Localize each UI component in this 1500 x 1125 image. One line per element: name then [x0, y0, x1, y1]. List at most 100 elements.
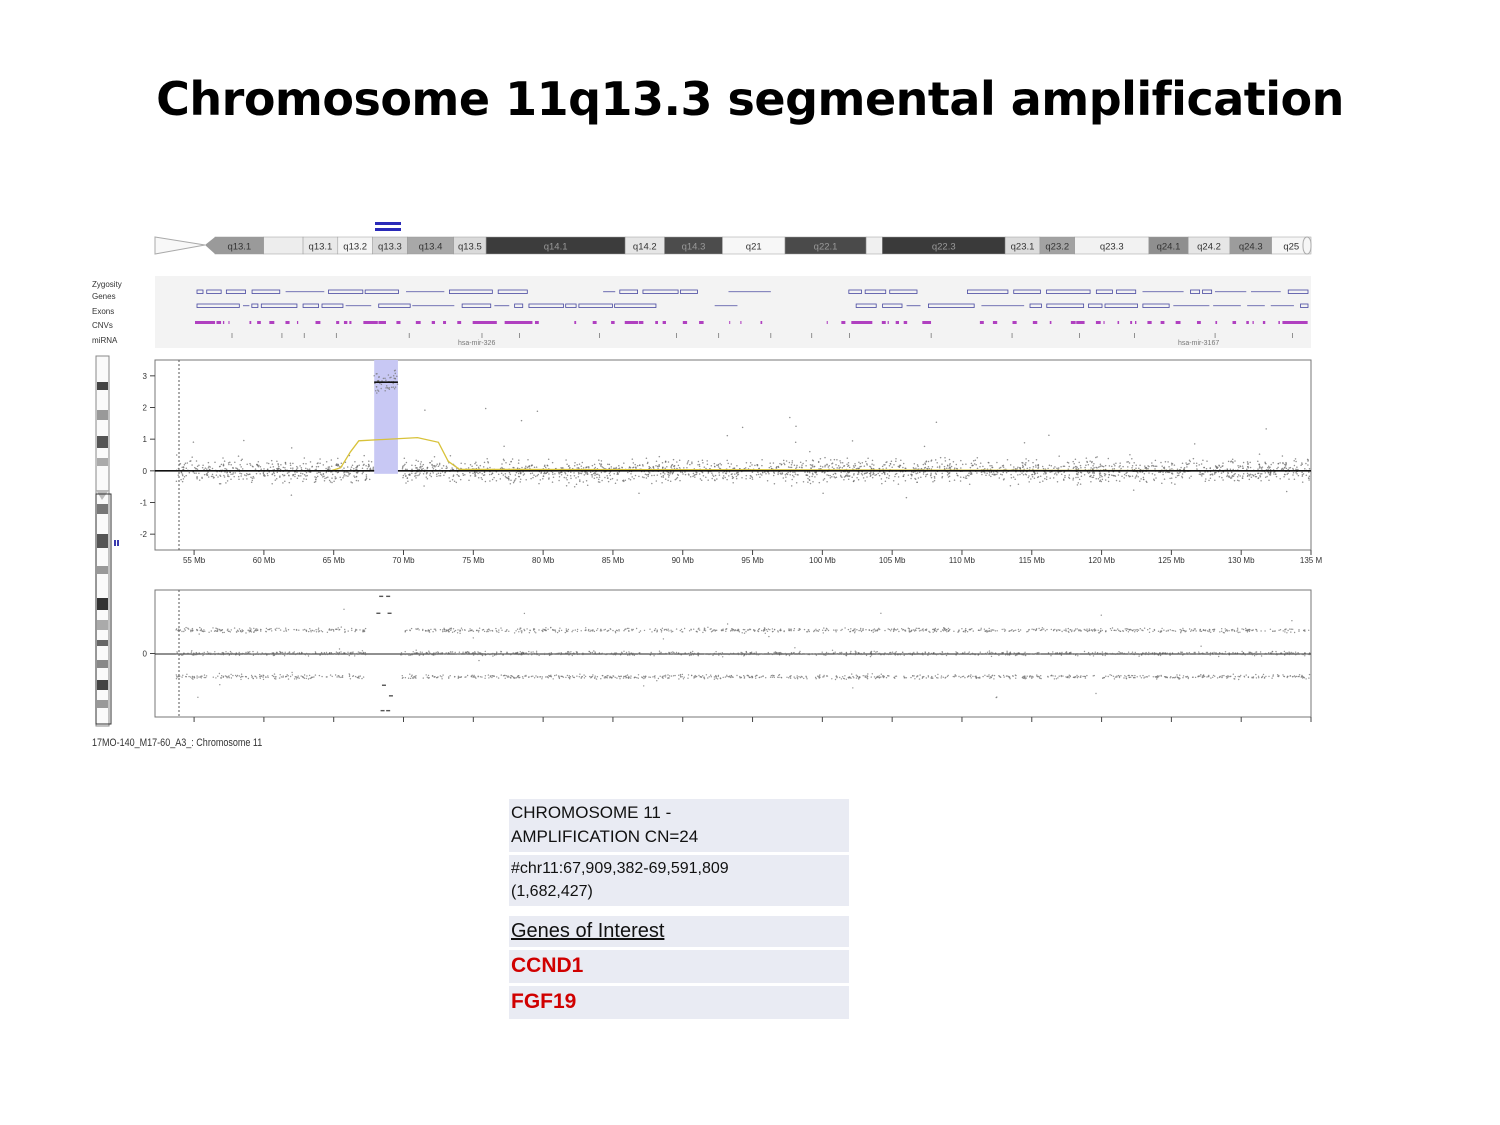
cnv-mark[interactable]: [895, 321, 899, 324]
cnv-mark[interactable]: [249, 321, 252, 324]
cnv-mark[interactable]: [457, 321, 462, 324]
cnv-mark[interactable]: [927, 321, 932, 324]
gene-feature[interactable]: [251, 289, 281, 294]
gene-feature[interactable]: [864, 289, 887, 294]
gene-feature[interactable]: [497, 289, 528, 294]
cnv-mark[interactable]: [1282, 321, 1307, 324]
cnv-mark[interactable]: [1134, 321, 1137, 324]
cnv-mark[interactable]: [826, 321, 828, 324]
gene-feature[interactable]: [225, 289, 246, 294]
gene-feature[interactable]: [619, 289, 638, 294]
cnv-mark[interactable]: [881, 321, 886, 324]
cnv-mark[interactable]: [285, 321, 290, 324]
gene-feature[interactable]: [196, 303, 240, 308]
cnv-mark[interactable]: [1012, 321, 1017, 324]
cnv-mark[interactable]: [760, 321, 763, 324]
cnv-mark[interactable]: [1117, 321, 1120, 324]
gene-feature[interactable]: [302, 303, 319, 308]
cnv-mark[interactable]: [216, 321, 222, 324]
cnv-mark[interactable]: [574, 321, 577, 324]
gene-feature[interactable]: [680, 289, 698, 294]
cnv-mark[interactable]: [1298, 321, 1304, 324]
gene-feature[interactable]: [206, 289, 222, 294]
gene-feature[interactable]: [1287, 289, 1309, 294]
cnv-mark[interactable]: [431, 321, 436, 324]
cnv-mark[interactable]: [491, 321, 497, 324]
cnv-mark[interactable]: [396, 321, 401, 324]
cnv-mark[interactable]: [504, 321, 533, 324]
gene-feature[interactable]: [321, 303, 344, 308]
cnv-mark[interactable]: [1049, 321, 1052, 324]
gene-feature[interactable]: [1190, 289, 1201, 294]
gene-feature[interactable]: [967, 289, 1009, 294]
gene-feature[interactable]: [1046, 289, 1091, 294]
cnv-mark[interactable]: [682, 321, 688, 324]
gene-feature[interactable]: [855, 303, 877, 308]
cnv-mark[interactable]: [592, 321, 597, 324]
gene-feature[interactable]: [1095, 289, 1113, 294]
cnv-mark[interactable]: [841, 321, 846, 324]
cnv-mark[interactable]: [979, 321, 984, 324]
cnv-mark[interactable]: [415, 321, 421, 324]
cnv-mark[interactable]: [865, 321, 869, 324]
cnv-mark[interactable]: [1215, 321, 1218, 324]
cnv-mark[interactable]: [343, 321, 348, 324]
cnv-mark[interactable]: [372, 321, 374, 324]
cnv-mark[interactable]: [199, 321, 204, 324]
cnv-mark[interactable]: [534, 321, 539, 324]
cnv-mark[interactable]: [228, 321, 230, 324]
gene-feature[interactable]: [1029, 303, 1042, 308]
gene-feature[interactable]: [642, 289, 679, 294]
cnv-mark[interactable]: [315, 321, 321, 324]
cnv-mark[interactable]: [662, 321, 666, 324]
gene-feature[interactable]: [196, 289, 204, 294]
cnv-mark[interactable]: [1070, 321, 1076, 324]
gene-feature[interactable]: [1116, 289, 1137, 294]
cnv-mark[interactable]: [1196, 321, 1201, 324]
vertical-chromosome-ideogram[interactable]: [95, 355, 110, 727]
gene-feature[interactable]: [260, 303, 298, 308]
cnv-mark[interactable]: [1032, 321, 1038, 324]
cnv-mark[interactable]: [1287, 321, 1292, 324]
gene-feature[interactable]: [1104, 303, 1138, 308]
cnv-mark[interactable]: [699, 321, 704, 324]
cnv-mark[interactable]: [655, 321, 658, 324]
cnv-mark[interactable]: [1175, 321, 1181, 324]
cnv-mark[interactable]: [1095, 321, 1101, 324]
cnv-mark[interactable]: [1076, 321, 1085, 324]
cnv-mark[interactable]: [922, 321, 931, 324]
gene-feature[interactable]: [928, 303, 975, 308]
cnv-mark[interactable]: [729, 321, 731, 324]
cnv-mark[interactable]: [472, 321, 495, 324]
ideogram-band[interactable]: [263, 236, 304, 255]
cnv-mark[interactable]: [515, 321, 517, 324]
cnv-mark[interactable]: [257, 321, 261, 324]
gene-tracks[interactable]: [195, 289, 1309, 338]
gene-feature[interactable]: [1202, 289, 1213, 294]
gene-feature[interactable]: [578, 303, 613, 308]
gene-feature[interactable]: [514, 303, 524, 308]
cnv-mark[interactable]: [851, 321, 873, 324]
gene-feature[interactable]: [565, 303, 577, 308]
ideogram-band[interactable]: [865, 236, 883, 255]
gene-feature[interactable]: [1142, 303, 1170, 308]
gene-feature[interactable]: [364, 289, 399, 294]
gene-feature[interactable]: [251, 303, 259, 308]
cnv-mark[interactable]: [1130, 321, 1133, 324]
cnv-mark[interactable]: [349, 321, 352, 324]
gene-feature[interactable]: [461, 303, 492, 308]
gene-feature[interactable]: [1013, 289, 1041, 294]
cnv-mark[interactable]: [740, 321, 742, 324]
chromosome-ideogram[interactable]: q13.1 q13.1 q13.2 q13.3 q13.4 q13.5 q14.1 q14.2…: [154, 222, 1312, 255]
cnv-mark[interactable]: [1160, 321, 1165, 324]
cnv-mark[interactable]: [378, 321, 386, 324]
gene-feature[interactable]: [889, 289, 918, 294]
cnv-mark[interactable]: [992, 321, 998, 324]
cnv-mark[interactable]: [1278, 321, 1280, 324]
gene-feature[interactable]: [848, 289, 862, 294]
gene-feature[interactable]: [614, 303, 657, 308]
cnv-mark[interactable]: [1262, 321, 1266, 324]
cnv-mark[interactable]: [887, 321, 889, 324]
gene-feature[interactable]: [449, 289, 493, 294]
